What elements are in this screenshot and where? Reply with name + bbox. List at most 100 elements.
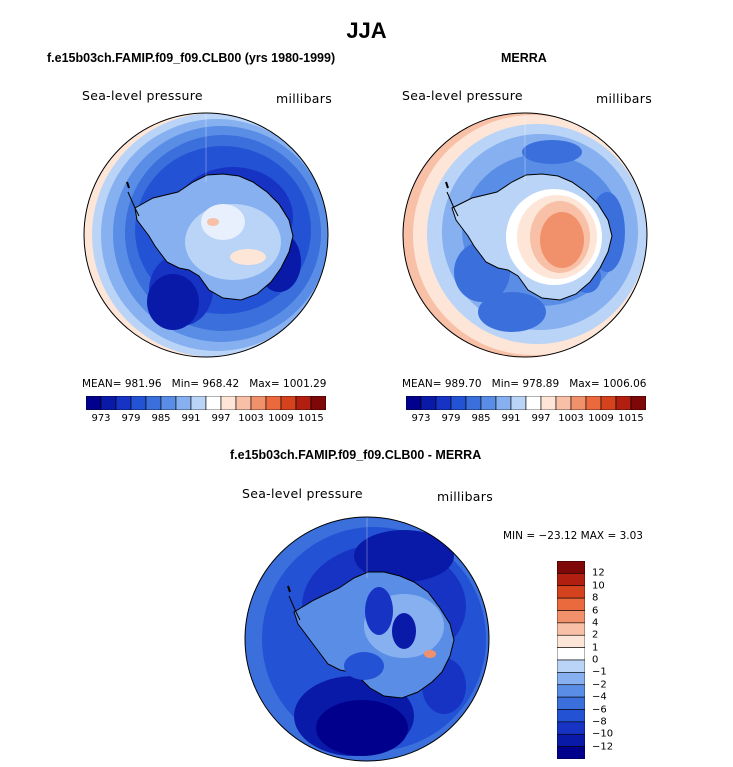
colorbar-segment: [557, 573, 585, 587]
obs-max-label: Max=: [569, 378, 600, 390]
colorbar-tick-label: 997: [531, 413, 551, 424]
model-max-value: 1001.29: [283, 378, 327, 390]
colorbar-segment: [160, 396, 177, 410]
colorbar-segment: [465, 396, 482, 410]
colorbar-segment: [557, 561, 585, 574]
diff-panel-title: f.e15b03ch.FAMIP.f09_f09.CLB00 - MERRA: [230, 448, 482, 462]
obs-colorbar: [406, 396, 646, 410]
colorbar-tick-label: 0: [592, 654, 599, 666]
colorbar-segment: [557, 684, 585, 698]
obs-mean-value: 989.70: [444, 378, 482, 390]
colorbar-segment: [205, 396, 222, 410]
model-mean-value: 981.96: [124, 378, 162, 390]
obs-min-label: Min=: [491, 378, 520, 390]
colorbar-segment: [557, 634, 585, 648]
colorbar-tick-label: 1003: [238, 413, 264, 424]
colorbar-segment: [310, 396, 326, 410]
colorbar-tick-label: 973: [411, 413, 431, 424]
model-mean-label: MEAN=: [82, 378, 122, 390]
colorbar-tick-label: −1: [592, 666, 607, 678]
colorbar-segment: [145, 396, 162, 410]
colorbar-tick-label: −8: [592, 716, 607, 728]
colorbar-tick-label: 1015: [618, 413, 644, 424]
colorbar-tick-label: 4: [592, 617, 599, 629]
colorbar-segment: [557, 733, 585, 747]
colorbar-tick-label: 2: [592, 629, 599, 641]
diff-colorbar: [557, 561, 585, 759]
diff-units-label: millibars: [437, 489, 494, 504]
colorbar-tick-label: −2: [592, 679, 607, 691]
colorbar-tick-label: 1009: [268, 413, 294, 424]
diff-variable-label: Sea-level pressure: [242, 486, 363, 501]
colorbar-segment: [115, 396, 132, 410]
colorbar-tick-label: 997: [211, 413, 231, 424]
colorbar-tick-label: 10: [592, 580, 605, 592]
obs-panel-title: MERRA: [501, 51, 547, 65]
colorbar-segment: [265, 396, 282, 410]
colorbar-segment: [190, 396, 207, 410]
colorbar-tick-label: 973: [91, 413, 111, 424]
model-polar-map: [83, 112, 329, 358]
colorbar-tick-label: 1015: [298, 413, 324, 424]
colorbar-segment: [130, 396, 147, 410]
colorbar-tick-label: 12: [592, 567, 605, 579]
obs-mean-label: MEAN=: [402, 378, 442, 390]
colorbar-tick-label: 991: [501, 413, 521, 424]
colorbar-segment: [175, 396, 192, 410]
colorbar-segment: [295, 396, 312, 410]
model-units-label: millibars: [276, 91, 333, 106]
colorbar-tick-label: 1003: [558, 413, 584, 424]
main-title: JJA: [346, 18, 387, 43]
colorbar-tick-label: 979: [121, 413, 141, 424]
colorbar-segment: [570, 396, 587, 410]
colorbar-segment: [86, 396, 102, 410]
diff-minmax: MIN = −23.12 MAX = 3.03: [503, 530, 643, 542]
colorbar-segment: [557, 597, 585, 611]
colorbar-tick-label: 979: [441, 413, 461, 424]
colorbar-tick-label: 985: [151, 413, 171, 424]
colorbar-tick-label: 8: [592, 592, 599, 604]
colorbar-segment: [557, 672, 585, 686]
obs-units-label: millibars: [596, 91, 653, 106]
obs-stats: MEAN= 989.70 Min= 978.89 Max= 1006.06: [402, 378, 646, 390]
colorbar-segment: [435, 396, 452, 410]
obs-variable-label: Sea-level pressure: [402, 88, 523, 103]
model-stats: MEAN= 981.96 Min= 968.42 Max= 1001.29: [82, 378, 326, 390]
colorbar-segment: [406, 396, 422, 410]
colorbar-segment: [510, 396, 527, 410]
colorbar-segment: [480, 396, 497, 410]
colorbar-tick-label: 985: [471, 413, 491, 424]
colorbar-segment: [630, 396, 646, 410]
colorbar-segment: [557, 585, 585, 599]
colorbar-segment: [600, 396, 617, 410]
model-colorbar: [86, 396, 326, 410]
colorbar-tick-label: −4: [592, 691, 607, 703]
colorbar-tick-label: −6: [592, 704, 607, 715]
colorbar-segment: [235, 396, 252, 410]
colorbar-segment: [540, 396, 557, 410]
diff-polar-map: [244, 516, 490, 762]
colorbar-segment: [100, 396, 117, 410]
model-max-label: Max=: [249, 378, 280, 390]
colorbar-tick-label: 1009: [588, 413, 614, 424]
colorbar-segment: [495, 396, 512, 410]
colorbar-segment: [525, 396, 542, 410]
colorbar-segment: [220, 396, 237, 410]
obs-polar-map: [402, 112, 648, 358]
colorbar-segment: [557, 610, 585, 624]
colorbar-segment: [585, 396, 602, 410]
model-variable-label: Sea-level pressure: [82, 88, 203, 103]
colorbar-tick-label: 1: [592, 642, 599, 654]
colorbar-tick-label: −12: [592, 741, 614, 753]
colorbar-segment: [557, 647, 585, 661]
colorbar-segment: [557, 746, 585, 759]
model-min-label: Min=: [171, 378, 200, 390]
colorbar-segment: [250, 396, 267, 410]
model-min-value: 968.42: [202, 378, 240, 390]
obs-min-value: 978.89: [522, 378, 560, 390]
colorbar-segment: [557, 659, 585, 673]
colorbar-segment: [557, 721, 585, 735]
colorbar-segment: [555, 396, 572, 410]
colorbar-tick-label: −10: [592, 728, 614, 740]
colorbar-segment: [557, 696, 585, 710]
